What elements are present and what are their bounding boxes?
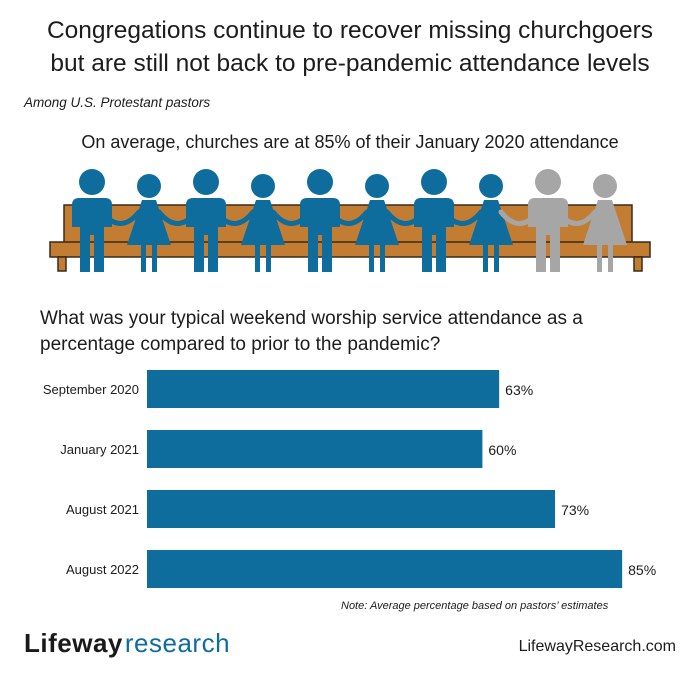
figure-head: [421, 169, 447, 195]
bar-september-2020: [147, 370, 500, 408]
figure-head: [251, 174, 275, 198]
category-label: January 2021: [60, 442, 139, 457]
figure-head: [307, 169, 333, 195]
joined-hands: [270, 209, 313, 226]
joined-hands: [555, 209, 598, 226]
category-label: August 2022: [66, 562, 139, 577]
figure-body: [72, 198, 112, 272]
bench-leg: [633, 256, 643, 272]
figure-body: [186, 198, 226, 272]
attendance-bar-chart: September 2020 63% January 2021 60% August 2…: [43, 370, 656, 588]
figure-leg: [608, 243, 613, 272]
man-figure: [414, 169, 454, 272]
logo-word-lifeway: Lifeway: [24, 628, 123, 658]
figure-leg: [266, 243, 271, 272]
man-figure: [300, 169, 340, 272]
headline: On average, churches are at 85% of their…: [81, 132, 619, 152]
woman-figure: [355, 174, 399, 272]
figure-body: [414, 198, 454, 272]
chart-title: Congregations continue to recover missin…: [0, 14, 700, 80]
man-figure: [528, 169, 568, 272]
figure-dress: [469, 200, 513, 245]
joined-hands: [156, 209, 199, 226]
woman-figure: [241, 174, 285, 272]
figure-leg: [369, 243, 374, 272]
woman-figure: [469, 174, 513, 272]
man-figure: [72, 169, 112, 272]
bench-leg: [57, 256, 67, 272]
woman-figure: [583, 174, 627, 272]
survey-question: What was your typical weekend worship se…: [40, 308, 583, 355]
subtitle: Among U.S. Protestant pastors: [24, 95, 211, 110]
category-label: August 2021: [66, 502, 139, 517]
figure-dress: [355, 200, 399, 245]
title-line-2: but are still not back to pre-pandemic a…: [50, 50, 650, 77]
figure-head: [137, 174, 161, 198]
figure-leg: [152, 243, 157, 272]
bar-august-2022: [147, 550, 623, 588]
footnote: Note: Average percentage based on pastor…: [341, 600, 609, 612]
joined-hands: [498, 209, 541, 226]
joined-hands: [99, 209, 142, 226]
figure-leg: [597, 243, 602, 272]
bar-january-2021: [147, 430, 483, 468]
bar-august-2021: [147, 490, 556, 528]
title-line-1: Congregations continue to recover missin…: [46, 17, 654, 44]
figure-body: [528, 198, 568, 272]
figure-body: [300, 198, 340, 272]
joined-hands: [327, 209, 370, 226]
figure-head: [593, 174, 617, 198]
value-label: 73%: [561, 502, 589, 518]
value-label: 63%: [505, 382, 533, 398]
figure-dress: [583, 200, 627, 245]
figure-leg: [255, 243, 260, 272]
man-figure: [186, 169, 226, 272]
figure-leg: [494, 243, 499, 272]
joined-hands: [213, 209, 256, 226]
category-label: September 2020: [43, 382, 139, 397]
lifeway-research-logo: Lifewayresearch: [24, 626, 230, 660]
figure-head: [535, 169, 561, 195]
figure-leg: [483, 243, 488, 272]
value-label: 85%: [628, 562, 656, 578]
website-link[interactable]: LifewayResearch.com: [518, 638, 676, 655]
woman-figure: [127, 174, 171, 272]
figure-head: [79, 169, 105, 195]
logo-word-research: research: [124, 628, 231, 658]
figure-head: [479, 174, 503, 198]
figure-head: [193, 169, 219, 195]
figure-head: [365, 174, 389, 198]
figure-dress: [127, 200, 171, 245]
joined-hands: [441, 209, 484, 226]
figure-leg: [380, 243, 385, 272]
figure-dress: [241, 200, 285, 245]
value-label: 60%: [488, 442, 516, 458]
figure-leg: [141, 243, 146, 272]
joined-hands: [384, 209, 427, 226]
attendance-pictogram: [49, 169, 651, 272]
